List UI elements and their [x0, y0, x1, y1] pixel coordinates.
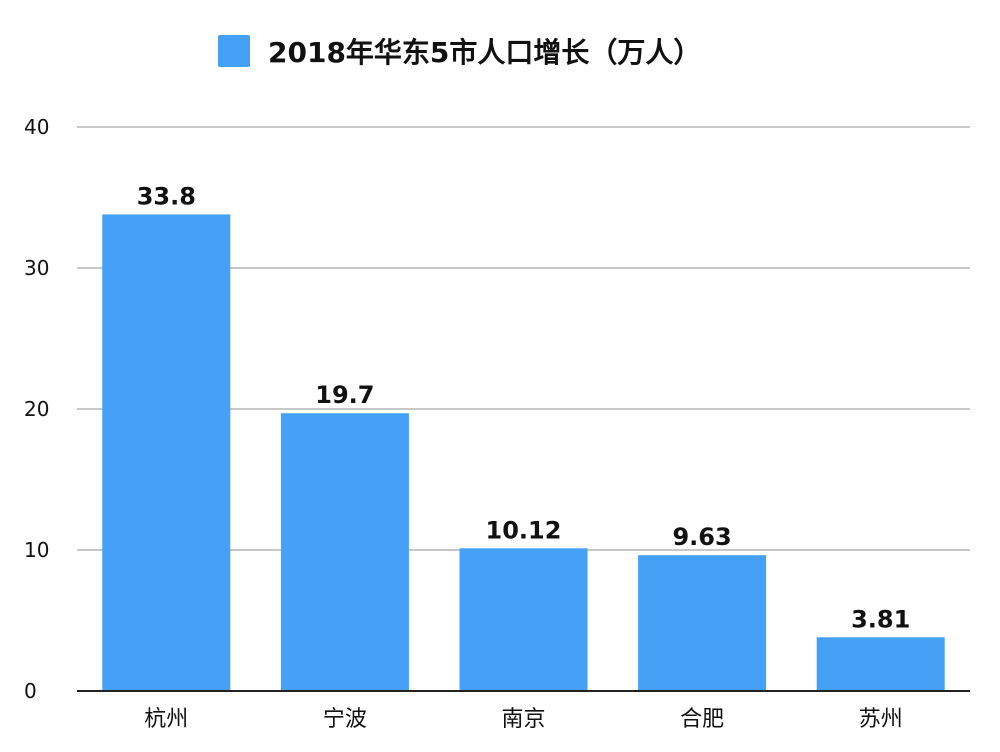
- x-tick-label: 合肥: [680, 707, 724, 732]
- data-label: 19.7: [315, 381, 374, 409]
- bar: [459, 548, 588, 691]
- x-tick-label: 杭州: [144, 707, 188, 732]
- data-labels: 33.8 19.7 10.12 9.63 3.81: [137, 182, 911, 633]
- y-tick-label: 30: [24, 256, 49, 280]
- bar: [102, 214, 231, 692]
- x-tick-label: 苏州: [859, 707, 903, 732]
- x-tick-label: 南京: [501, 707, 545, 732]
- legend-swatch: [218, 35, 250, 67]
- data-label: 3.81: [851, 605, 910, 633]
- y-tick-label: 20: [24, 397, 49, 421]
- x-axis-ticks: 杭州 宁波 南京 合肥 苏州: [144, 707, 902, 732]
- data-label: 10.12: [486, 516, 562, 544]
- bar: [280, 413, 409, 691]
- data-label: 33.8: [137, 182, 196, 210]
- y-tick-label: 10: [24, 538, 49, 562]
- bar: [816, 637, 945, 691]
- x-tick-label: 宁波: [323, 707, 367, 732]
- data-label: 9.63: [672, 523, 731, 551]
- legend-label: 2018年华东5市人口增长（万人）: [268, 36, 701, 69]
- bars: [102, 214, 945, 692]
- y-tick-label: 0: [24, 679, 37, 703]
- bar: [638, 555, 767, 691]
- y-axis-ticks: 0 10 20 30 40: [24, 115, 49, 703]
- legend: 2018年华东5市人口增长（万人）: [218, 35, 701, 69]
- y-tick-label: 40: [24, 115, 49, 139]
